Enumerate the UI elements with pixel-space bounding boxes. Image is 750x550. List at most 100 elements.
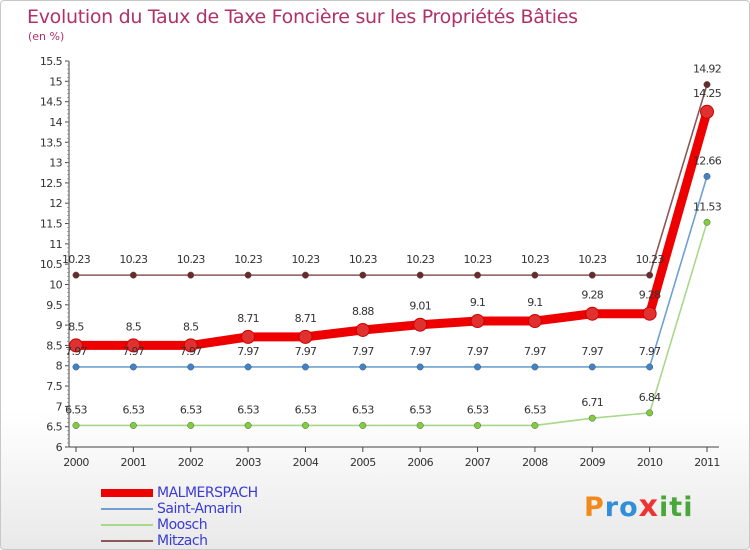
data-label: 9.28 [581, 289, 603, 302]
logo-ro: ro [604, 492, 639, 523]
y-tick-label: 7 [56, 400, 63, 413]
data-point [470, 314, 485, 329]
data-point [359, 422, 367, 429]
y-tick-label: 15.5 [40, 55, 63, 68]
data-point [413, 317, 428, 332]
data-label: 7.97 [65, 345, 87, 358]
x-tick-label: 2011 [694, 456, 720, 469]
data-label: 6.53 [467, 403, 489, 416]
data-label: 6.53 [524, 403, 546, 416]
data-point [703, 81, 711, 89]
data-label: 12.66 [693, 154, 722, 167]
proxiti-logo: Proxiti [584, 489, 693, 524]
data-point [646, 271, 654, 279]
data-label: 7.97 [237, 345, 259, 358]
data-label: 6.53 [295, 403, 317, 416]
data-point [129, 271, 137, 279]
data-point [302, 422, 309, 429]
data-point [588, 363, 596, 371]
data-label: 6.53 [180, 403, 202, 416]
data-label: 14.25 [693, 87, 722, 100]
y-tick-label: 8 [56, 360, 63, 373]
data-point [244, 422, 252, 429]
y-tick-label: 9.5 [46, 299, 62, 312]
data-label: 9.01 [409, 300, 431, 313]
series-group [69, 81, 714, 429]
data-point [416, 271, 424, 279]
data-point [585, 306, 600, 321]
y-tick-label: 11 [49, 238, 62, 251]
data-point [241, 329, 256, 344]
x-tick-label: 2010 [637, 456, 663, 469]
data-point [302, 363, 309, 371]
data-label: 8.5 [126, 320, 142, 333]
logo-x: x [638, 489, 660, 524]
data-point [531, 271, 539, 279]
data-label: 10.23 [578, 253, 607, 266]
legend-swatch [101, 524, 153, 526]
y-tick-label: 8.5 [46, 339, 62, 352]
data-point [646, 363, 654, 371]
data-point [359, 271, 367, 279]
data-point [588, 271, 596, 279]
data-label: 10.23 [406, 253, 435, 266]
data-label: 8.71 [237, 312, 259, 325]
data-point [588, 414, 596, 422]
data-label: 7.97 [581, 345, 603, 358]
y-tick-label: 7.5 [46, 380, 62, 393]
y-tick-label: 9 [56, 319, 63, 332]
data-label: 6.71 [581, 396, 603, 409]
data-label: 7.97 [352, 345, 374, 358]
data-point [298, 329, 313, 344]
data-point [183, 338, 198, 353]
legend-swatch [101, 489, 153, 497]
data-label: 10.23 [234, 253, 263, 266]
data-point [700, 104, 714, 119]
data-label: 7.97 [467, 345, 489, 358]
y-tick-label: 6.5 [46, 421, 62, 434]
data-label: 10.23 [119, 253, 148, 266]
data-label: 7.97 [180, 345, 202, 358]
data-point [302, 271, 309, 279]
data-point [244, 363, 252, 371]
data-label: 8.88 [352, 305, 374, 318]
data-label: 7.97 [123, 345, 145, 358]
data-point [187, 422, 195, 429]
data-point [72, 363, 80, 371]
data-point [474, 422, 481, 429]
data-label: 10.23 [464, 253, 493, 266]
data-point [703, 218, 711, 226]
chart-title: Evolution du Taux de Taxe Foncière sur l… [27, 6, 578, 28]
series-line-mitzach [75, 83, 708, 276]
data-label: 10.23 [291, 253, 320, 266]
logo-p: P [584, 492, 605, 523]
data-point [703, 172, 711, 180]
y-tick-label: 13.5 [40, 136, 63, 149]
y-tick-label: 10.5 [40, 258, 63, 271]
data-point [187, 363, 195, 371]
data-label: 9.1 [527, 296, 542, 309]
series-line-saint-amarin [75, 175, 708, 368]
data-label: 7.97 [409, 345, 431, 358]
data-label: 6.53 [123, 403, 145, 416]
labels-group: 8.5 8.5 8.5 8.71 8.71 8.88 9.01 9.1 9.1 9.28 9.28 1… [62, 63, 722, 417]
y-tick-label: 14.5 [40, 96, 63, 109]
x-tick-label: 2007 [465, 456, 491, 469]
data-point [642, 306, 657, 321]
data-label: 9.28 [639, 289, 661, 302]
data-label: 8.71 [295, 312, 317, 325]
data-label: 10.23 [349, 253, 378, 266]
y-tick-label: 13 [49, 157, 62, 170]
data-label: 6.53 [237, 403, 259, 416]
series-line-moosch [75, 221, 708, 427]
legend-label: Mitzach [157, 533, 208, 549]
data-label: 6.53 [409, 403, 431, 416]
y-tick-label: 10 [49, 278, 62, 291]
y-tick-label: 6 [56, 441, 63, 454]
data-label: 10.23 [521, 253, 550, 266]
x-tick-label: 2008 [522, 456, 548, 469]
data-label: 6.53 [65, 403, 87, 416]
data-point [416, 422, 424, 429]
data-label: 14.92 [693, 63, 721, 76]
